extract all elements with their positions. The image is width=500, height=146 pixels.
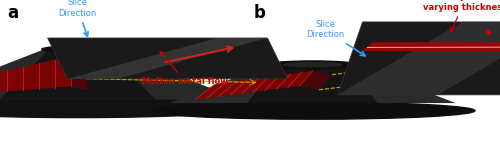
Ellipse shape	[150, 102, 475, 119]
Ellipse shape	[58, 48, 97, 51]
Polygon shape	[0, 56, 71, 98]
Text: Slice
Direction: Slice Direction	[58, 0, 96, 36]
Polygon shape	[170, 65, 456, 103]
Text: Molten metal flow: Molten metal flow	[142, 51, 228, 86]
Ellipse shape	[0, 97, 256, 118]
Text: b: b	[254, 4, 266, 22]
Polygon shape	[68, 38, 268, 79]
Ellipse shape	[42, 46, 113, 53]
Text: a: a	[8, 4, 18, 22]
Polygon shape	[300, 71, 332, 90]
Polygon shape	[71, 56, 88, 90]
Text: Slice
Direction: Slice Direction	[306, 20, 365, 56]
Ellipse shape	[283, 63, 342, 67]
Ellipse shape	[267, 61, 358, 68]
Polygon shape	[48, 38, 288, 79]
Polygon shape	[196, 71, 312, 99]
Polygon shape	[0, 50, 156, 100]
Text: The layer with
varying thickness: The layer with varying thickness	[423, 0, 500, 31]
Polygon shape	[362, 42, 500, 51]
Polygon shape	[0, 50, 240, 100]
Polygon shape	[248, 65, 378, 103]
Polygon shape	[338, 22, 500, 95]
Polygon shape	[338, 22, 500, 95]
